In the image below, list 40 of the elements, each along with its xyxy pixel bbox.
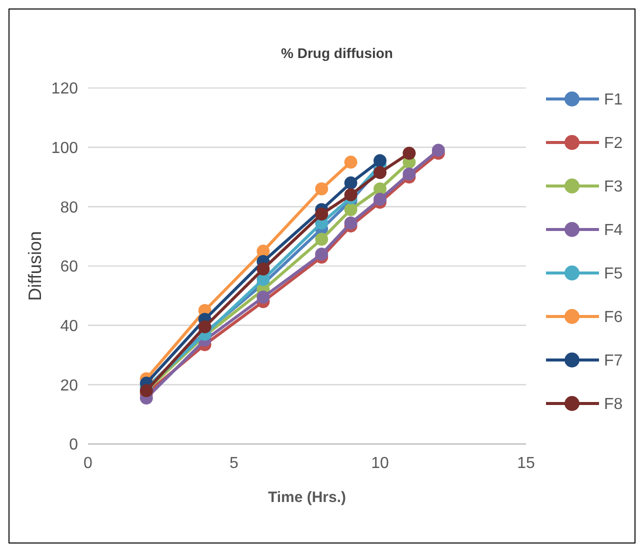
point [432, 144, 445, 157]
x-axis-title: Time (Hrs.) [268, 489, 346, 506]
point [256, 262, 270, 276]
y-axis-title: Diffusion [25, 231, 45, 301]
legend-label: F2 [604, 135, 623, 152]
point [374, 154, 386, 168]
point [315, 208, 328, 221]
point [344, 156, 358, 169]
point [256, 290, 270, 304]
chart-title: % Drug diffusion [281, 45, 393, 61]
y-tick-label: 20 [60, 377, 78, 394]
y-tick-label: 60 [60, 258, 78, 276]
legend-label: F4 [604, 222, 623, 240]
point [315, 182, 328, 196]
point [374, 166, 386, 180]
legend-label: F8 [604, 396, 623, 414]
point [344, 216, 358, 230]
point [344, 176, 358, 190]
legend-label: F5 [604, 266, 623, 283]
point [315, 248, 328, 261]
y-tick-label: 120 [51, 80, 78, 98]
legend-label: F3 [604, 178, 623, 196]
y-tick-label: 40 [60, 318, 78, 335]
y-tick-label: 80 [60, 199, 78, 216]
point [402, 168, 416, 181]
legend-label: F7 [604, 352, 623, 370]
x-tick-label: 5 [230, 455, 239, 472]
point [344, 188, 358, 202]
point [402, 146, 416, 160]
legend-label: F6 [604, 309, 623, 326]
legend-label: F1 [604, 92, 623, 109]
x-tick-label: 10 [371, 455, 389, 472]
x-tick-label: 15 [517, 455, 535, 472]
point [374, 192, 386, 206]
y-tick-label: 100 [51, 140, 78, 157]
point [198, 320, 212, 334]
point [344, 203, 358, 216]
x-tick-label: 0 [84, 455, 93, 472]
point [315, 232, 328, 246]
y-tick-label: 0 [69, 436, 78, 454]
